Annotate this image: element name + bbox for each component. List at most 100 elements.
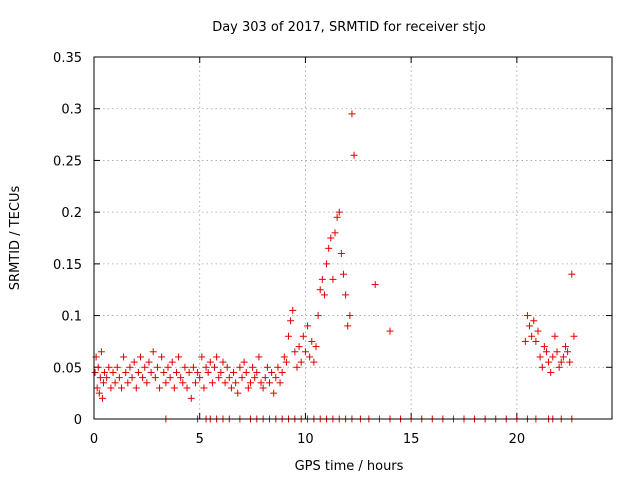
data-point (120, 353, 128, 361)
data-point (325, 244, 333, 252)
data-point (147, 368, 155, 376)
data-point (240, 358, 248, 366)
data-point (547, 368, 555, 376)
data-point (105, 363, 113, 371)
data-point (96, 374, 104, 382)
data-point (553, 348, 561, 356)
data-point (289, 306, 297, 314)
data-point (568, 270, 576, 278)
data-point (310, 358, 318, 366)
x-tick-label: 20 (509, 432, 526, 447)
data-point (339, 270, 347, 278)
data-point (211, 363, 219, 371)
data-point (530, 317, 538, 325)
data-point (217, 368, 225, 376)
data-point (103, 374, 111, 382)
data-point (327, 234, 335, 242)
y-tick-label: 0.15 (53, 258, 82, 273)
data-point (263, 363, 271, 371)
data-point (564, 348, 572, 356)
data-point (213, 353, 221, 361)
data-point (236, 363, 244, 371)
data-point (168, 358, 176, 366)
data-point (132, 384, 140, 392)
data-point (545, 358, 553, 366)
data-point (346, 312, 354, 320)
data-point (282, 358, 290, 366)
data-point (124, 379, 132, 387)
data-point (344, 322, 352, 330)
y-tick-label: 0.05 (53, 361, 82, 376)
data-point (223, 363, 231, 371)
data-point (198, 353, 206, 361)
data-point (329, 275, 337, 283)
data-point (251, 374, 259, 382)
data-point (111, 379, 119, 387)
data-point (249, 363, 257, 371)
y-tick-label: 0.1 (61, 310, 82, 325)
data-point (297, 358, 305, 366)
data-point (143, 379, 151, 387)
data-point (295, 343, 303, 351)
y-tick-label: 0.25 (53, 154, 82, 169)
data-point (107, 384, 115, 392)
data-point (276, 379, 284, 387)
data-point (280, 353, 288, 361)
data-point (523, 312, 531, 320)
data-point (268, 368, 276, 376)
data-point (95, 389, 103, 397)
x-tick-label: 0 (90, 432, 98, 447)
data-point (299, 332, 307, 340)
data-point (570, 332, 578, 340)
data-point (145, 358, 153, 366)
data-point (234, 389, 242, 397)
data-markers (91, 110, 578, 423)
data-point (316, 286, 324, 294)
data-point (162, 379, 170, 387)
data-point (206, 358, 214, 366)
data-point (534, 327, 542, 335)
data-point (153, 363, 161, 371)
data-point (100, 379, 108, 387)
data-point (287, 317, 295, 325)
data-point (337, 250, 345, 258)
data-point (532, 337, 540, 345)
data-point (185, 368, 193, 376)
y-tick-label: 0.35 (53, 51, 82, 66)
data-point (538, 363, 546, 371)
data-point (559, 353, 567, 361)
data-point (227, 384, 235, 392)
data-point (566, 358, 574, 366)
data-point (320, 291, 328, 299)
data-point (528, 332, 536, 340)
data-point (333, 213, 341, 221)
data-point (244, 384, 252, 392)
data-point (331, 229, 339, 237)
data-point (151, 374, 159, 382)
data-point (261, 374, 269, 382)
data-point (255, 353, 263, 361)
data-point (274, 363, 282, 371)
data-point (371, 281, 379, 289)
data-point (265, 379, 273, 387)
data-point (172, 368, 180, 376)
data-point (246, 379, 254, 387)
data-point (291, 348, 299, 356)
data-point (257, 379, 265, 387)
data-point (242, 368, 250, 376)
data-point (204, 368, 212, 376)
data-point (270, 389, 278, 397)
y-tick-label: 0.3 (61, 103, 82, 118)
data-point (219, 358, 227, 366)
x-tick-label: 15 (403, 432, 420, 447)
data-point (348, 110, 356, 118)
data-point (232, 379, 240, 387)
data-point (97, 348, 105, 356)
data-point (179, 379, 187, 387)
data-point (230, 368, 238, 376)
data-point (215, 374, 223, 382)
data-point (221, 379, 229, 387)
data-point (194, 368, 202, 376)
data-point (126, 363, 134, 371)
y-tick-label: 0.2 (61, 206, 82, 221)
